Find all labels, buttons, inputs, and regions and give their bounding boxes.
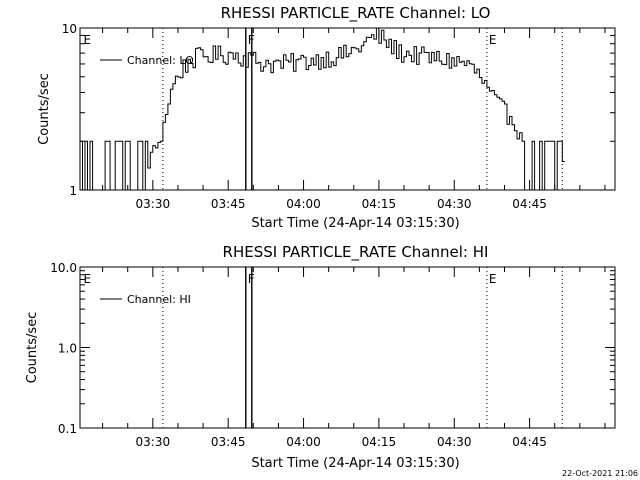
event-marker-e: E [84,33,92,47]
y-tick-label: 10.0 [50,261,77,275]
chart-title: RHESSI PARTICLE_RATE Channel: LO [221,4,491,23]
x-tick-label: 04:00 [286,197,321,211]
panel-hi-channel: RHESSI PARTICLE_RATE Channel: HI Counts/s… [25,243,616,471]
y-tick-label: 10 [62,22,77,36]
event-marker-e: E [84,272,92,286]
x-tick-label: 04:30 [437,197,472,211]
x-tick-label: 04:00 [286,435,321,449]
x-axis-label: Start Time (24-Apr-14 03:15:30) [251,456,459,471]
plot-frame [79,27,616,191]
x-tick-label: 03:45 [211,197,246,211]
event-marker-e: E [489,272,497,286]
x-tick-label: 04:15 [362,435,397,449]
footer-timestamp: 22-Oct-2021 21:06 [562,469,638,478]
plot-frame [79,266,616,429]
x-tick-label: 04:45 [512,197,547,211]
x-tick-label: 04:45 [512,435,547,449]
y-tick-label: 1.0 [58,342,77,356]
panel-lo-channel: RHESSI PARTICLE_RATE Channel: LO Counts/s… [37,4,616,231]
legend-label: Channel: LO [127,54,194,67]
x-axis-label: Start Time (24-Apr-14 03:15:30) [251,216,459,231]
legend-label: Channel: HI [127,293,191,306]
series-line [80,27,565,191]
x-tick-label: 04:15 [362,197,397,211]
y-tick-label: 0.1 [58,422,77,436]
x-tick-label: 04:30 [437,435,472,449]
y-axis-label: Counts/sec [37,73,52,145]
y-tick-label: 1 [69,184,77,198]
event-marker-f: F [248,33,255,47]
event-marker-e: E [489,33,497,47]
y-axis-label: Counts/sec [25,312,40,384]
event-marker-f: F [248,272,255,286]
x-tick-label: 03:30 [136,435,171,449]
x-tick-label: 03:30 [136,197,171,211]
chart-title: RHESSI PARTICLE_RATE Channel: HI [223,243,489,262]
x-tick-label: 03:45 [211,435,246,449]
